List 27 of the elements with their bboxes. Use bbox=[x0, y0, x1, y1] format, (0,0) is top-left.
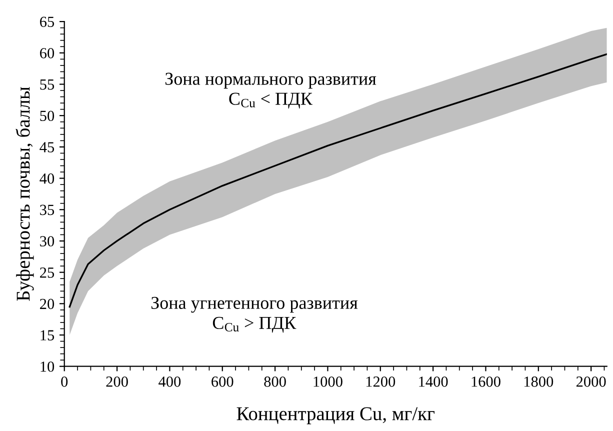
y-tick-label: 20 bbox=[40, 298, 54, 310]
y-tick-label: 65 bbox=[40, 16, 54, 27]
y-tick-label: 60 bbox=[40, 48, 54, 58]
x-tick-label: 1000 bbox=[314, 376, 342, 387]
y-tick-label: 35 bbox=[40, 204, 54, 216]
y-tick-label: 30 bbox=[40, 236, 54, 246]
y-tick-label: 55 bbox=[40, 80, 54, 90]
y-tick-label: 10 bbox=[40, 361, 54, 372]
x-tick-label: 400 bbox=[158, 376, 181, 387]
y-tick-label: 25 bbox=[40, 268, 54, 278]
annotation: Зона нормального развития C$_{Cu}$ < ПДК bbox=[165, 72, 376, 109]
y-tick-label: 50 bbox=[40, 110, 54, 122]
annotation: Зона угнетенного развития C$_{Cu}$ > ПДК bbox=[151, 296, 358, 333]
y-tick-label: 40 bbox=[40, 173, 54, 184]
y-tick-label: 45 bbox=[40, 142, 54, 152]
y-axis-title: Буферность почвы, баллы bbox=[16, 86, 34, 301]
x-tick-label: 800 bbox=[264, 376, 286, 387]
x-tick-label: 600 bbox=[212, 376, 234, 387]
x-tick-label: 0 bbox=[61, 376, 68, 387]
x-axis-title: Концентрация Cu, мг/кг bbox=[236, 407, 435, 424]
x-tick-label: 200 bbox=[106, 376, 128, 387]
y-tick-label: 15 bbox=[40, 330, 54, 340]
x-tick-label: 1400 bbox=[419, 376, 448, 387]
x-tick-label: 1600 bbox=[472, 376, 500, 387]
x-tick-label: 2000 bbox=[576, 376, 606, 387]
x-tick-label: 1200 bbox=[366, 376, 396, 387]
x-tick-label: 1800 bbox=[524, 376, 554, 387]
